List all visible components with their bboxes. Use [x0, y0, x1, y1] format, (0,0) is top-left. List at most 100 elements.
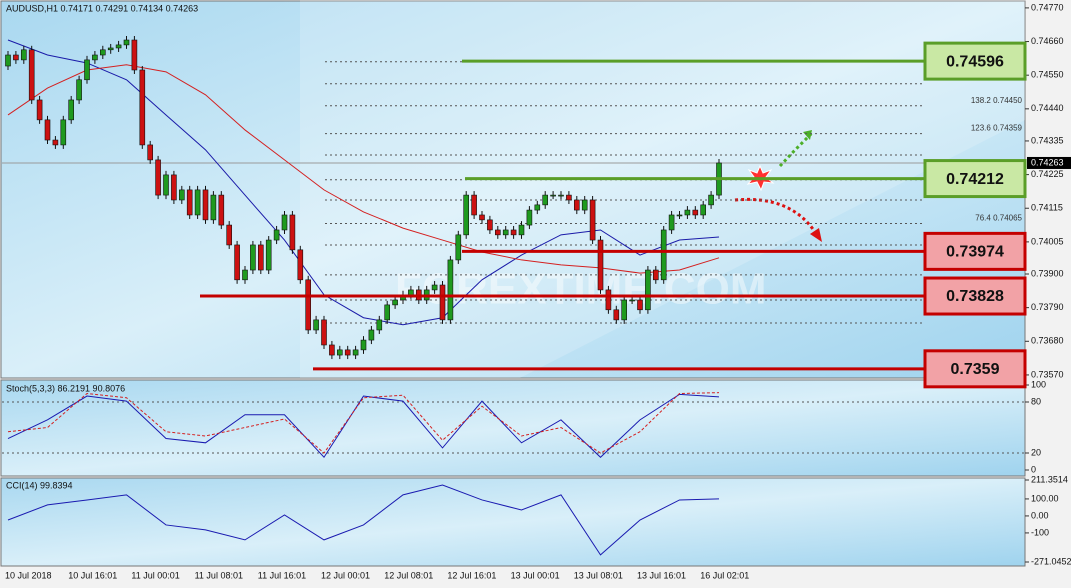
candle-body [676, 214, 683, 217]
candle-body [234, 244, 240, 281]
candle-body [479, 214, 485, 221]
level-box-rect [923, 41, 1027, 81]
candle-body [186, 189, 193, 216]
candle-body [273, 229, 280, 241]
down-arrow-head [810, 228, 822, 242]
candle-body [392, 299, 398, 306]
x-tick-label: 11 Jul 00:01 [131, 570, 179, 580]
level-box-rect [923, 159, 1027, 199]
candle-body [218, 194, 225, 226]
cci-title: CCI(14) 99.8394 [6, 480, 73, 490]
y-tick-label: 0.73570 [1031, 369, 1064, 379]
candle-body [550, 194, 556, 197]
indicator-line [7, 392, 720, 454]
candle-body [289, 214, 296, 251]
last-price-tag [1027, 156, 1071, 169]
candle-body [518, 224, 525, 236]
x-tick-label: 13 Jul 16:01 [637, 570, 686, 580]
candle-body [463, 194, 470, 236]
candle-body [534, 204, 541, 211]
candle-body [692, 209, 699, 216]
down-arrow [734, 197, 817, 233]
candle-body [637, 299, 643, 311]
candle-body [708, 194, 714, 206]
candle-body [28, 49, 35, 101]
candle-body [163, 174, 169, 196]
indicator-line [7, 484, 720, 556]
candle-body [297, 249, 304, 281]
candle-body [360, 339, 367, 351]
candle-body [115, 44, 122, 49]
last-price-label: 0.74263 [1031, 157, 1064, 167]
x-tick-label: 11 Jul 08:01 [195, 570, 243, 580]
candle-body [573, 199, 580, 211]
y-tick-label: 0.00 [1031, 510, 1049, 520]
candle-body [202, 189, 209, 221]
x-tick-label: 13 Jul 08:01 [574, 570, 623, 580]
stoch-panel [0, 379, 1026, 477]
level-box: 0.74212 [923, 159, 1027, 199]
candle-body [652, 269, 659, 281]
candle-body [250, 244, 256, 271]
watermark: FOREXTIME.COM [395, 265, 767, 314]
cci-panel [0, 477, 1026, 567]
candle-body [510, 229, 517, 236]
candle-body [257, 244, 264, 271]
level-box: 0.73828 [923, 276, 1027, 316]
level-box-rect [923, 276, 1027, 316]
level-label: 0.7359 [951, 361, 1000, 378]
level-box-rect [923, 349, 1027, 389]
candle-body [558, 194, 564, 197]
candle-body [281, 214, 288, 231]
y-tick-label: 0.74770 [1031, 2, 1064, 12]
y-tick-label: 0.74550 [1031, 70, 1064, 80]
candle-body [36, 99, 43, 121]
candle-body [242, 269, 248, 281]
candle-body [131, 39, 138, 71]
x-tick-label: 11 Jul 16:01 [258, 570, 306, 580]
level-label: 0.73974 [946, 244, 1004, 261]
candle-body [305, 279, 312, 331]
level-box: 0.73974 [923, 231, 1027, 271]
level-label: 0.73828 [946, 288, 1004, 305]
candle-body [265, 239, 272, 271]
candle-body [684, 209, 691, 216]
candle-body [629, 299, 635, 302]
fib-label: 76.4 0.74065 [975, 214, 1022, 223]
y-tick-label: 0.73680 [1031, 336, 1064, 346]
y-tick-label: 211.3514 [1031, 474, 1068, 484]
y-tick-label: 100.00 [1031, 493, 1059, 503]
candle-body [526, 209, 533, 226]
candle-body [84, 59, 90, 81]
candle-body [226, 224, 232, 246]
candle-body [20, 49, 27, 61]
candle-body [605, 289, 612, 311]
candle-body [171, 174, 177, 201]
candle-body [431, 284, 438, 291]
moving-average [7, 39, 720, 326]
candle-body [336, 349, 343, 356]
y-tick-label: 0.74005 [1031, 236, 1064, 246]
y-tick-label: 0.74225 [1031, 169, 1064, 179]
candle-body [542, 194, 549, 206]
candle-body [155, 159, 161, 196]
stoch-title: Stoch(5,3,3) 86.2191 90.8076 [6, 383, 125, 393]
candle-body [447, 259, 454, 321]
y-tick-label: 0.73900 [1031, 268, 1064, 278]
candle-body [439, 284, 446, 321]
candle-body [471, 194, 477, 216]
candle-body [597, 239, 604, 291]
candle-body [660, 229, 667, 281]
candle-body [581, 199, 588, 211]
y-tick-label: 20 [1031, 447, 1041, 457]
candle-body [329, 344, 335, 356]
y-tick-label: 0.74660 [1031, 36, 1064, 46]
level-label: 0.74212 [946, 171, 1004, 188]
fib-label: 123.6 0.74359 [971, 124, 1023, 133]
candle-body [352, 349, 359, 356]
level-box: 0.7359 [923, 349, 1027, 389]
candle-body [455, 234, 462, 261]
candle-body [60, 119, 67, 146]
light-band [300, 0, 1025, 378]
